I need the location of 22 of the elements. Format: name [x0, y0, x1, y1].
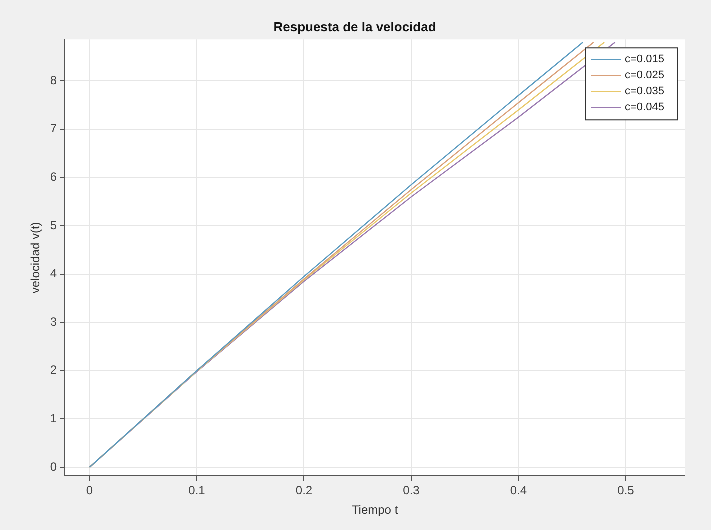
chart-title: Respuesta de la velocidad	[274, 19, 436, 34]
y-tick-label: 0	[50, 460, 58, 474]
x-tick-label: 0.2	[296, 484, 313, 498]
legend-label: c=0.025	[625, 70, 664, 82]
legend-label: c=0.035	[625, 86, 664, 98]
x-tick-label: 0	[86, 484, 94, 498]
legend-label: c=0.015	[625, 54, 664, 66]
x-tick-label: 0.3	[403, 484, 420, 498]
x-axis-title: Tiempo t	[352, 503, 399, 518]
x-tick-label: 0.5	[618, 484, 635, 498]
x-tick-label: 0.1	[188, 484, 206, 498]
y-tick-label: 6	[50, 170, 58, 184]
y-tick-label: 1	[50, 412, 58, 426]
y-tick-label: 3	[50, 314, 58, 329]
legend-label: c=0.045	[625, 102, 664, 114]
y-axis-title: velocidad v(t)	[28, 222, 43, 294]
y-tick-label: 4	[50, 266, 58, 281]
y-tick-label: 8	[50, 73, 58, 88]
y-tick-label: 5	[50, 218, 58, 232]
x-tick-label: 0.4	[510, 484, 528, 498]
y-tick-label: 7	[50, 122, 58, 136]
y-tick-label: 2	[50, 363, 58, 378]
